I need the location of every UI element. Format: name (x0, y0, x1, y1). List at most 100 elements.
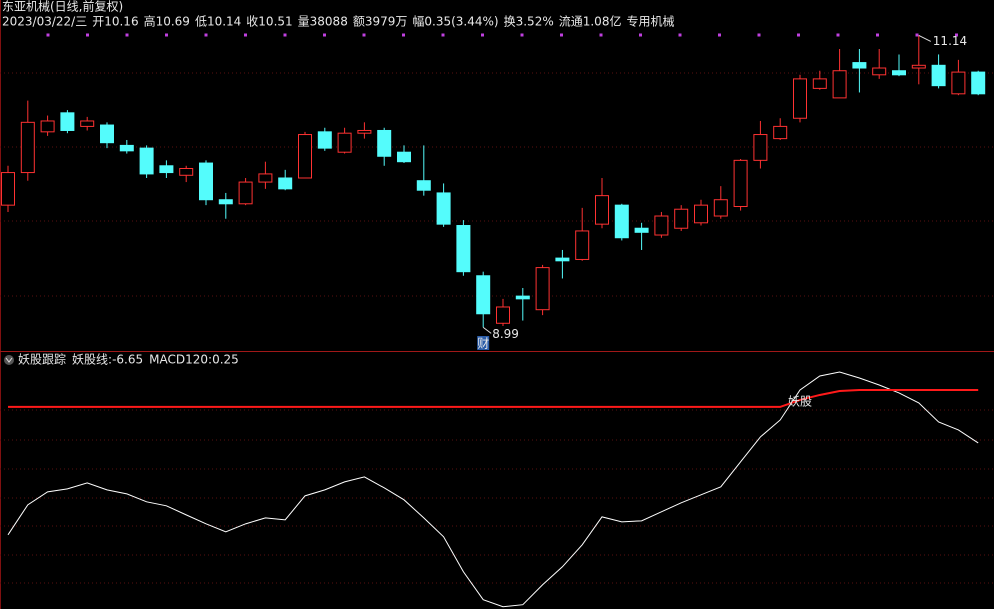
candle-body (218, 199, 233, 205)
marker-dot (283, 33, 287, 37)
legend-name: 妖股线 (72, 353, 108, 367)
header-field: 流通1.08亿 (559, 14, 622, 29)
header-field: 低10.14 (195, 15, 241, 29)
marker-dot (323, 33, 326, 37)
candle-body (80, 120, 95, 127)
candle-body (298, 134, 312, 179)
candle-body (694, 204, 708, 224)
candle-body (40, 120, 55, 133)
candle-body (892, 70, 906, 76)
candle-body (634, 227, 649, 233)
low-label: 8.99 (492, 327, 519, 341)
legend-value: -6.65 (112, 353, 143, 367)
candle-body (674, 208, 689, 229)
candle-body (258, 173, 273, 183)
marker-dot (86, 33, 89, 37)
marker-dot (204, 33, 208, 37)
candle-body (793, 78, 807, 119)
header-field: 收10.51 (246, 15, 292, 29)
candle-body (60, 112, 75, 131)
candle-body (476, 275, 491, 315)
candle-body (832, 70, 847, 99)
candle-body (535, 267, 550, 311)
candle-body (337, 132, 352, 153)
candle-body (436, 192, 451, 225)
candle-body (317, 131, 332, 149)
candle-body (733, 159, 748, 208)
high-pointer (918, 34, 932, 42)
marker-dot (915, 33, 919, 37)
marker-dot (757, 33, 761, 37)
candle-body (971, 71, 986, 95)
candle-body (812, 78, 827, 89)
header-field: 换3.52% (504, 15, 554, 29)
candle-body (100, 124, 114, 144)
candle-body (139, 147, 154, 175)
candle-body (20, 121, 35, 174)
marker-dot (678, 33, 682, 37)
series-line (8, 388, 979, 408)
candle-body (713, 199, 728, 217)
marker-dot (876, 33, 879, 37)
marker-dot (955, 33, 958, 37)
panel-title: 妖股跟踪 (18, 353, 66, 367)
candle-body (852, 62, 867, 69)
chart-title: 东亚机械(日线,前复权) (2, 0, 123, 14)
header-field: 量38088 (298, 15, 348, 29)
candle-body (911, 64, 926, 69)
marker-dot (125, 33, 129, 37)
series-annotation: 妖股 (788, 394, 812, 408)
candle-body (357, 129, 372, 134)
candle-body (1, 172, 15, 206)
candle-body (773, 125, 788, 140)
candle-body (377, 129, 392, 157)
marker-dot (599, 33, 603, 37)
candle-body (278, 177, 293, 190)
header-field: 专用机械 (626, 14, 674, 29)
candle-body (872, 67, 887, 76)
candle-body (496, 306, 510, 324)
candle-body (654, 215, 669, 236)
marker-dot (402, 33, 405, 37)
candle-body (159, 165, 174, 174)
legend-separator: : (108, 353, 112, 367)
marker-dot (718, 33, 721, 37)
marker-dot (244, 33, 247, 37)
legend-value: 0.25 (212, 353, 239, 367)
event-label: 财 (477, 337, 489, 351)
candle-body (555, 257, 570, 262)
marker-dot (46, 33, 50, 37)
candle-body (416, 180, 431, 191)
header-field: 额3979万 (353, 15, 408, 29)
high-label: 11.14 (933, 34, 967, 48)
candle-body (397, 151, 411, 163)
candle-body (951, 71, 966, 95)
candle-body (931, 64, 946, 87)
event-box (477, 336, 490, 350)
marker-dot (362, 33, 366, 37)
candle-body (614, 204, 629, 239)
candle-body (238, 181, 253, 205)
candle-body (179, 167, 194, 176)
candle-body (199, 162, 213, 201)
marker-dot (836, 33, 840, 37)
candle-body (515, 295, 530, 300)
marker-dot (560, 33, 563, 37)
marker-dot (481, 33, 484, 37)
candle-body (575, 230, 590, 260)
candle-body (595, 195, 609, 225)
header-field: 高10.69 (144, 14, 190, 29)
legend-separator: : (208, 353, 212, 367)
panel-icon-arrow (5, 357, 13, 363)
series-line (7, 371, 979, 608)
legend-name: MACD120 (149, 353, 208, 367)
marker-dot (165, 33, 168, 37)
candle-body (753, 134, 768, 161)
header-field: 开10.16 (92, 15, 138, 29)
marker-dot (441, 33, 445, 37)
marker-dot (639, 33, 642, 37)
panel-icon (4, 355, 14, 365)
candle-body (456, 225, 471, 273)
